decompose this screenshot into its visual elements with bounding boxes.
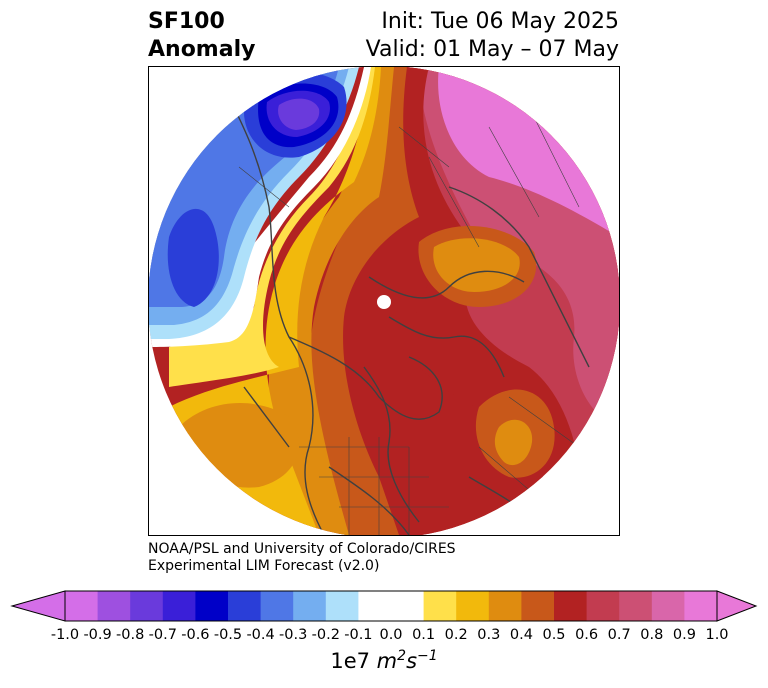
colorbar-segment [684,591,718,621]
contour-rust [309,67,419,535]
colorbar-segment [651,591,685,621]
colorbar-tick-label: -0.5 [213,627,243,643]
colorbar-tick-label: -0.7 [148,627,177,643]
contour-violet [278,98,320,130]
colorbar-segment [162,591,196,621]
colorbar-tick-label: -0.8 [116,627,145,643]
init-date: Init: Tue 06 May 2025 [381,9,619,34]
colorbar-tick-label: 0.7 [607,627,631,643]
colorbar-segment [130,591,164,621]
colorbar-segment [423,591,457,621]
colorbar-tick-label: 0.6 [575,627,599,643]
colorbar-tick-label: 0.0 [379,627,403,643]
field-type: Anomaly [148,37,256,62]
colorbar-tick-label: -0.3 [279,627,308,643]
colorbar-segment [195,591,229,621]
credit-line-2: Experimental LIM Forecast (v2.0) [148,558,380,574]
colorbar-tick-label: 0.2 [444,627,468,643]
credit-line-1: NOAA/PSL and University of Colorado/CIRE… [148,541,456,557]
colorbar-tick-label: -0.6 [181,627,210,643]
colorbar-segment [65,591,99,621]
colorbar-tick-label: -0.2 [311,627,340,643]
colorbar-tick-label: 0.1 [412,627,436,643]
polar-projection [149,67,619,535]
units-meter-exp: 2 [397,648,407,664]
forecast-dates: Init: Tue 06 May 2025 Valid: 01 May – 07… [366,8,619,64]
colorbar-segment [554,591,588,621]
colorbar-units: 1e7 m2s−1 [330,648,437,673]
colorbar-tick-label: 0.9 [672,627,696,643]
colorbar-tick-label: -0.4 [246,627,275,643]
colorbar-segment [260,591,294,621]
contour-orange-siberia [433,238,520,292]
colorbar-segment [293,591,327,621]
colorbar-extend-max [716,590,758,622]
units-meter: m [376,649,398,673]
colorbar-tick-label: 0.5 [542,627,566,643]
colorbar-tick-label: 0.8 [640,627,664,643]
colorbar-segment [228,591,262,621]
colorbar-tick-label: 0.4 [509,627,533,643]
map-title: SF100 Anomaly [148,8,255,64]
contour-orange-east [494,419,533,466]
colorbar-segment [521,591,555,621]
units-second-exp: −1 [417,648,438,664]
colorbar-tick-label: -0.1 [344,627,373,643]
colorbar-extend-min [10,590,66,622]
contour-orange [268,67,394,535]
colorbar-tick-label: 1.0 [705,627,729,643]
north-pole-marker [377,295,391,309]
valid-period: Valid: 01 May – 07 May [365,37,619,62]
credit-block: NOAA/PSL and University of Colorado/CIRE… [148,541,456,575]
colorbar-segment [97,591,131,621]
colorbar-segment [391,591,425,621]
contour-mid-blue-lobe [167,208,219,307]
variable-name: SF100 [148,9,225,34]
colorbar-tick-label: 0.3 [477,627,501,643]
units-scale: 1e7 [330,649,370,673]
colorbar-tick-label: -1.0 [50,627,80,643]
colorbar-tick-label: -0.9 [83,627,112,643]
contour-orange-sw [179,403,299,488]
colorbar-segment [586,591,620,621]
colorbar-outline [64,590,718,622]
colorbar [10,590,758,622]
contour-yellow [169,67,375,387]
colorbar-segment [325,591,359,621]
colorbar-segment [619,591,653,621]
colorbar-segment [358,591,392,621]
units-second: s [406,649,418,673]
anomaly-map [148,66,620,536]
colorbar-segment [456,591,490,621]
colorbar-segment [488,591,522,621]
